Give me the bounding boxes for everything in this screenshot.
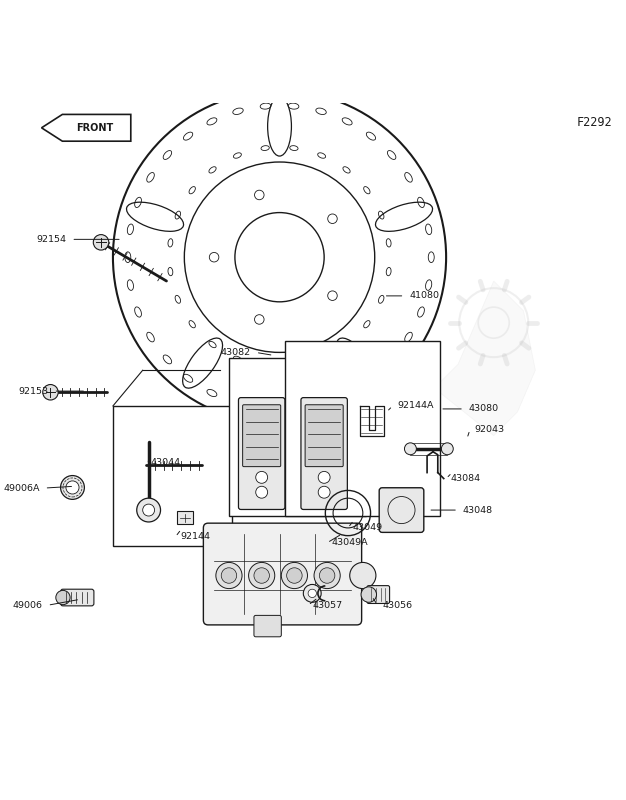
Text: 43049A: 43049A: [332, 538, 369, 547]
Circle shape: [43, 385, 58, 400]
Circle shape: [66, 481, 79, 494]
Circle shape: [256, 486, 268, 498]
Text: F2292: F2292: [577, 116, 613, 129]
Polygon shape: [41, 114, 131, 141]
Circle shape: [281, 562, 307, 589]
Bar: [113, 406, 232, 546]
Circle shape: [56, 590, 70, 605]
Text: 43082: 43082: [221, 348, 251, 357]
Circle shape: [221, 568, 237, 583]
Circle shape: [61, 475, 85, 499]
Text: 41080: 41080: [409, 291, 439, 300]
Text: 43044: 43044: [150, 458, 180, 467]
FancyBboxPatch shape: [61, 590, 94, 606]
Text: 43049: 43049: [352, 523, 383, 533]
Text: 43080: 43080: [469, 405, 499, 414]
Circle shape: [404, 443, 416, 454]
Circle shape: [308, 590, 316, 598]
Text: 49006A: 49006A: [3, 483, 40, 493]
Text: 92144: 92144: [180, 532, 210, 542]
Circle shape: [441, 443, 453, 454]
Circle shape: [318, 471, 330, 483]
Circle shape: [254, 568, 269, 583]
Text: 43084: 43084: [451, 474, 481, 483]
Circle shape: [314, 562, 340, 589]
Text: 43057: 43057: [313, 601, 343, 610]
FancyBboxPatch shape: [254, 615, 281, 637]
Text: 92043: 92043: [475, 426, 505, 434]
Text: 43056: 43056: [382, 601, 413, 610]
Bar: [285, 341, 440, 516]
Text: PartsRepublik: PartsRepublik: [155, 370, 357, 502]
Circle shape: [304, 585, 321, 602]
FancyBboxPatch shape: [177, 511, 193, 524]
Text: 92154: 92154: [36, 235, 66, 244]
Circle shape: [249, 562, 275, 589]
Circle shape: [287, 568, 302, 583]
Bar: [229, 358, 366, 516]
Text: FRONT: FRONT: [76, 123, 114, 133]
FancyBboxPatch shape: [305, 405, 343, 466]
Circle shape: [216, 562, 242, 589]
Polygon shape: [434, 281, 535, 436]
Circle shape: [143, 504, 155, 516]
Circle shape: [361, 587, 376, 602]
FancyBboxPatch shape: [239, 398, 285, 510]
FancyBboxPatch shape: [367, 586, 389, 603]
Text: 92153: 92153: [19, 386, 49, 395]
Text: 49006: 49006: [13, 601, 43, 610]
Circle shape: [319, 568, 335, 583]
FancyBboxPatch shape: [243, 405, 280, 466]
FancyBboxPatch shape: [379, 488, 424, 532]
Circle shape: [136, 498, 160, 522]
FancyBboxPatch shape: [301, 398, 347, 510]
Circle shape: [350, 562, 376, 589]
Text: 92144A: 92144A: [398, 402, 434, 410]
Text: 43048: 43048: [463, 506, 493, 514]
FancyBboxPatch shape: [203, 523, 362, 625]
Circle shape: [256, 471, 268, 483]
Circle shape: [318, 486, 330, 498]
Circle shape: [93, 234, 109, 250]
